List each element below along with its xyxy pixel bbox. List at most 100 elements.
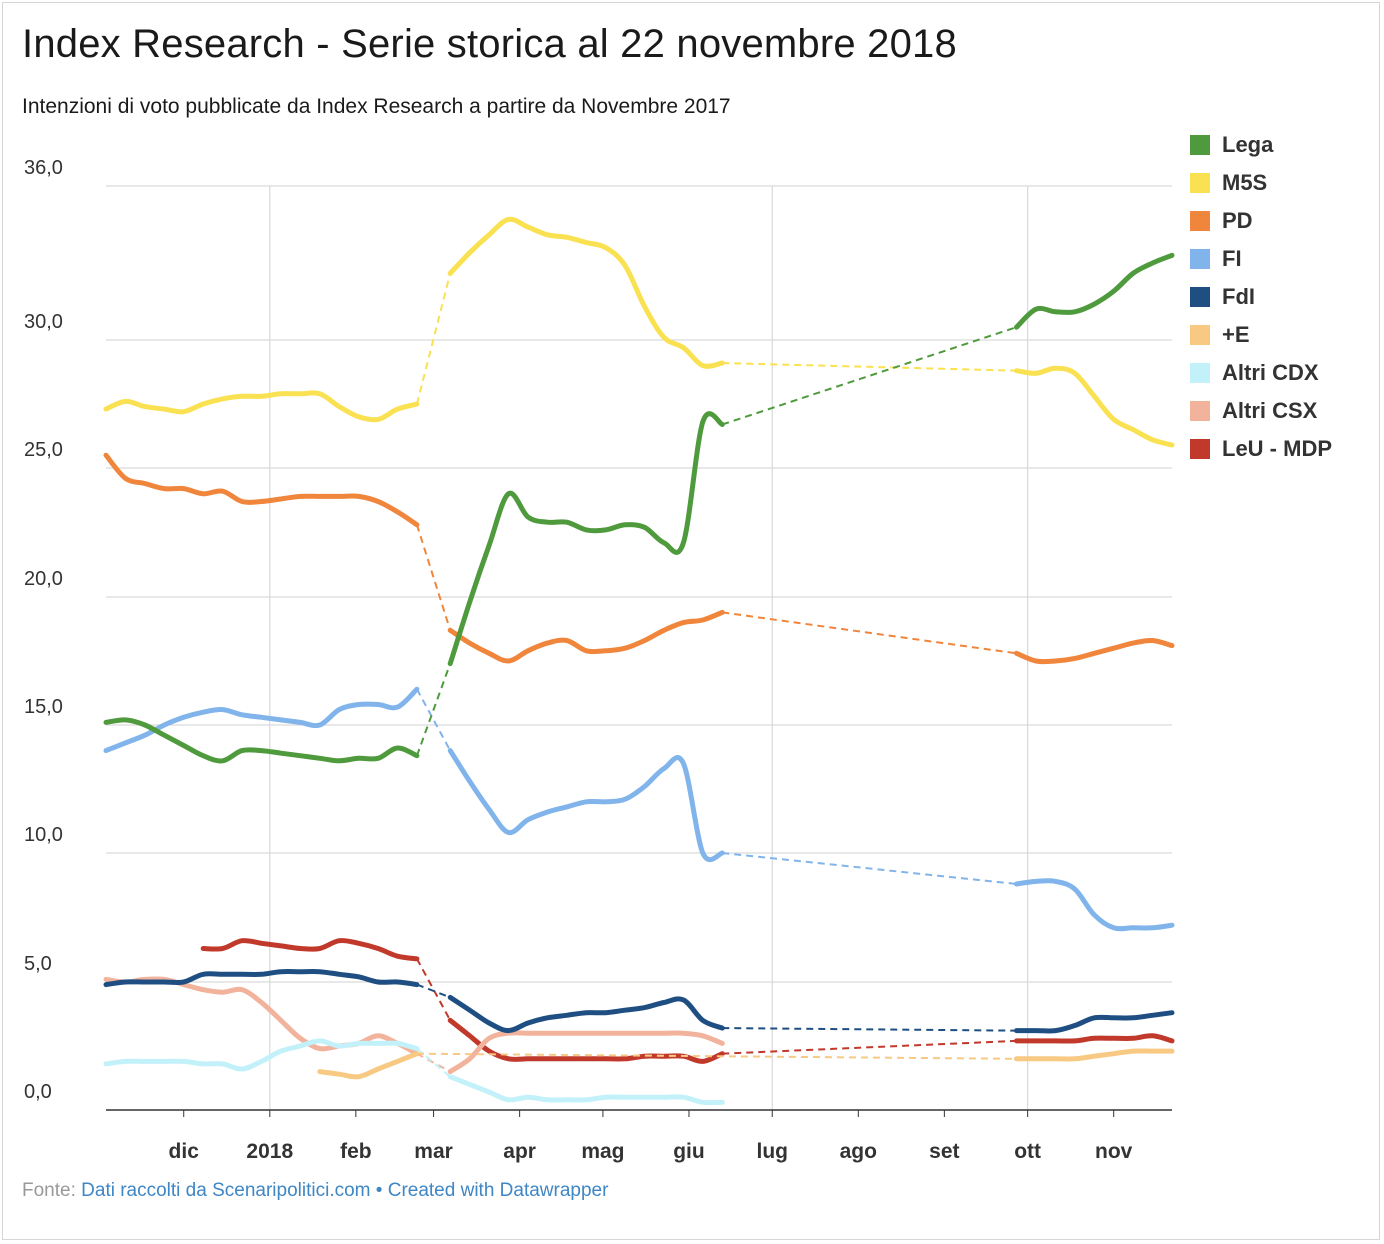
datawrapper-credit-link[interactable]: Created with Datawrapper bbox=[387, 1180, 609, 1201]
series-line bbox=[317, 1051, 420, 1080]
series-gap-connector bbox=[415, 663, 452, 757]
series-line bbox=[447, 1030, 725, 1075]
y-tick-label: 10,0 bbox=[24, 824, 63, 846]
legend-swatch bbox=[1190, 173, 1210, 193]
legend-item-pd: PD bbox=[1190, 202, 1332, 240]
footer-prefix: Fonte: bbox=[22, 1180, 76, 1201]
series-gap-connector bbox=[415, 273, 452, 405]
legend-label: +E bbox=[1222, 322, 1250, 347]
chart-legend: Lega M5S PD FI FdI +E Altri CDX Altri CSX LeU - … bbox=[1190, 126, 1332, 468]
legend-swatch bbox=[1190, 135, 1210, 155]
legend-item-lega: Lega bbox=[1190, 126, 1332, 164]
y-tick-label: 5,0 bbox=[24, 953, 52, 975]
series-gap-connector bbox=[416, 983, 451, 999]
series-line bbox=[103, 1038, 420, 1072]
series-gap-connector bbox=[416, 958, 452, 1021]
legend-swatch bbox=[1190, 211, 1210, 231]
x-tick-label: mar bbox=[414, 1140, 453, 1163]
legend-swatch bbox=[1190, 287, 1210, 307]
series-line bbox=[103, 452, 420, 528]
legend-label: M5S bbox=[1222, 170, 1268, 195]
x-tick-label: set bbox=[929, 1140, 959, 1163]
series-gap-connector bbox=[722, 611, 1017, 655]
series-gap-connector bbox=[416, 1047, 451, 1078]
series-pd bbox=[103, 452, 1175, 665]
y-tick-label: 30,0 bbox=[24, 311, 63, 333]
legend-swatch bbox=[1190, 325, 1210, 345]
series-line bbox=[447, 748, 725, 863]
series-line bbox=[447, 216, 725, 369]
series-line bbox=[447, 1074, 725, 1106]
legend-label: Altri CDX bbox=[1222, 360, 1319, 385]
x-tick-label: dic bbox=[169, 1140, 200, 1163]
series--e bbox=[317, 1048, 1175, 1080]
y-tick-label: 0,0 bbox=[24, 1081, 52, 1103]
x-tick-label: ago bbox=[840, 1140, 877, 1163]
x-axis-ticks: dic 2018 feb mar apr mag giu lug ago set ott nov bbox=[169, 1110, 1133, 1163]
series-line bbox=[1014, 878, 1175, 932]
series-gap-connector bbox=[416, 1052, 1017, 1060]
series-line bbox=[103, 686, 420, 754]
x-tick-label: 2018 bbox=[246, 1140, 293, 1163]
series-line bbox=[103, 390, 420, 423]
y-tick-label: 15,0 bbox=[24, 696, 63, 718]
legend-item--e: +E bbox=[1190, 316, 1332, 354]
series-lega bbox=[103, 252, 1175, 764]
series-fdi bbox=[103, 969, 1175, 1034]
legend-swatch bbox=[1190, 401, 1210, 421]
legend-item-altri-csx: Altri CSX bbox=[1190, 392, 1332, 430]
series-line bbox=[1014, 1010, 1175, 1034]
x-tick-label: feb bbox=[340, 1140, 372, 1163]
legend-item-leu-mdp: LeU - MDP bbox=[1190, 430, 1332, 468]
series-lines bbox=[103, 216, 1175, 1106]
legend-item-fdi: FdI bbox=[1190, 278, 1332, 316]
legend-item-fi: FI bbox=[1190, 240, 1332, 278]
series-line bbox=[1014, 637, 1175, 665]
series-gap-connector bbox=[722, 1039, 1017, 1055]
series-line bbox=[200, 938, 420, 962]
x-tick-label: nov bbox=[1095, 1140, 1133, 1163]
series-gap-connector bbox=[415, 524, 452, 631]
series-line bbox=[1014, 252, 1175, 330]
legend-label: LeU - MDP bbox=[1222, 436, 1332, 461]
legend-label: Altri CSX bbox=[1222, 398, 1318, 423]
chart-subtitle: Intenzioni di voto pubblicate da Index R… bbox=[22, 95, 731, 118]
legend-label: Lega bbox=[1222, 132, 1274, 157]
y-tick-label: 36,0 bbox=[24, 157, 63, 179]
series-gap-connector bbox=[721, 326, 1017, 426]
series-line bbox=[103, 717, 420, 764]
x-tick-label: lug bbox=[757, 1140, 789, 1163]
series-fi bbox=[103, 686, 1175, 932]
legend-swatch bbox=[1190, 439, 1210, 459]
series-line bbox=[447, 411, 725, 667]
x-tick-label: giu bbox=[673, 1140, 705, 1163]
legend-item-altri-cdx: Altri CDX bbox=[1190, 354, 1332, 392]
footer-separator: • bbox=[375, 1180, 383, 1201]
x-tick-label: apr bbox=[503, 1140, 536, 1163]
series-gap-connector bbox=[722, 362, 1017, 372]
series-line bbox=[1014, 1033, 1175, 1044]
x-tick-label: mag bbox=[581, 1140, 624, 1163]
legend-swatch bbox=[1190, 363, 1210, 383]
x-tick-label: ott bbox=[1014, 1140, 1041, 1163]
legend-swatch bbox=[1190, 249, 1210, 269]
legend-item-m5s: M5S bbox=[1190, 164, 1332, 202]
series-altri-cdx bbox=[103, 1038, 725, 1106]
legend-label: FI bbox=[1222, 246, 1242, 271]
legend-label: FdI bbox=[1222, 284, 1255, 309]
series-line bbox=[103, 969, 420, 988]
series-gap-connector bbox=[722, 852, 1017, 885]
y-tick-label: 20,0 bbox=[24, 568, 63, 590]
legend-label: PD bbox=[1222, 208, 1253, 233]
series-line bbox=[1014, 1048, 1175, 1062]
series-m5s bbox=[103, 216, 1175, 448]
chart-footer: Fonte: Dati raccolti da Scenaripolitici.… bbox=[22, 1180, 608, 1202]
chart-title: Index Research - Serie storica al 22 nov… bbox=[22, 22, 957, 66]
series-gap-connector bbox=[416, 1052, 451, 1073]
source-link[interactable]: Dati raccolti da Scenaripolitici.com bbox=[81, 1180, 371, 1201]
series-line bbox=[1014, 365, 1175, 448]
series-line bbox=[447, 994, 725, 1034]
series-line bbox=[447, 609, 725, 664]
y-axis-ticks: 0,0 5,0 10,0 15,0 20,0 25,0 30,0 36,0 bbox=[24, 157, 63, 1103]
series-gap-connector bbox=[722, 1027, 1017, 1032]
